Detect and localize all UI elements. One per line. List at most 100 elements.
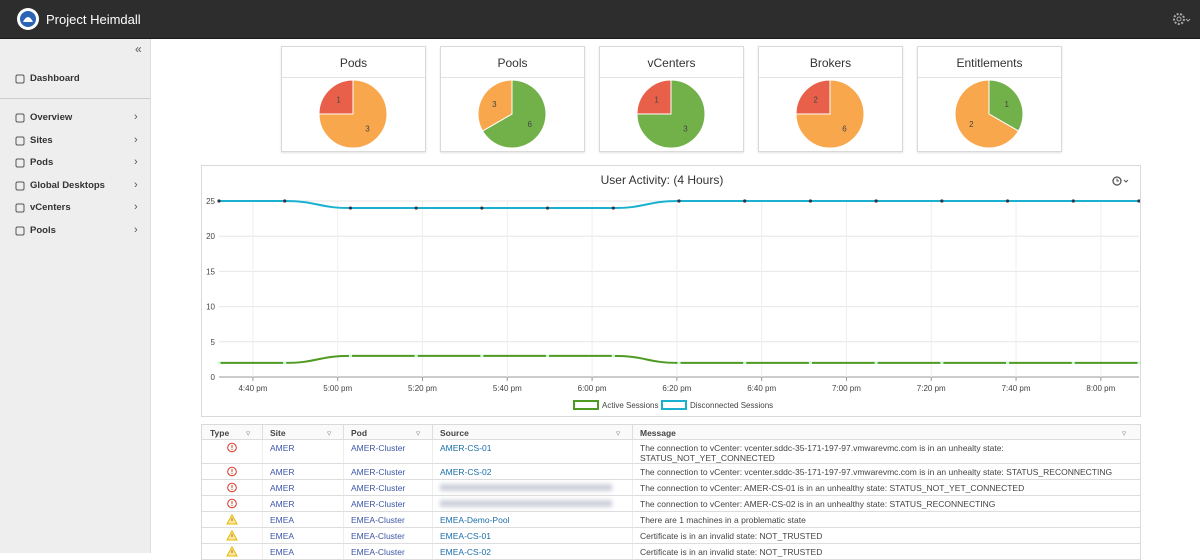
pie-chart: 63: [477, 79, 547, 149]
data-point: [611, 206, 615, 210]
x-tick-label: 7:40 pm: [1002, 384, 1031, 393]
alert-icon: [227, 498, 237, 509]
pod-cell[interactable]: EMEA-Cluster: [351, 547, 405, 557]
site-cell[interactable]: EMEA: [270, 531, 295, 541]
pod-cell[interactable]: AMER-Cluster: [351, 443, 406, 453]
data-point: [545, 206, 550, 210]
column-divider: [262, 512, 263, 527]
legend-swatch[interactable]: [573, 400, 599, 410]
expand-chevron[interactable]: ›: [134, 201, 138, 213]
site-cell[interactable]: AMER: [270, 483, 295, 493]
icon-shape: [227, 442, 237, 453]
settings-button[interactable]: [1172, 11, 1192, 27]
summary-card[interactable]: Entitlements 1 2: [917, 46, 1062, 152]
column-divider: [432, 512, 433, 527]
summary-card[interactable]: vCenters 3 1: [599, 46, 744, 152]
site-cell[interactable]: EMEA: [270, 515, 295, 525]
alert-icon: [227, 482, 237, 493]
data-point: [217, 361, 221, 365]
column-divider: [343, 440, 344, 463]
nav-item[interactable]: Pools: [30, 225, 56, 236]
source-cell[interactable]: EMEA-CS-02: [440, 547, 492, 557]
nav-item[interactable]: vCenters: [30, 202, 71, 213]
column-divider: [262, 464, 263, 479]
pie-chart: 62: [795, 79, 865, 149]
expand-chevron[interactable]: ›: [134, 134, 138, 146]
y-tick-label: 5: [211, 338, 216, 347]
y-tick-label: 15: [206, 267, 215, 276]
expand-chevron[interactable]: ›: [134, 111, 138, 123]
message-cell: The connection to vCenter: vcenter.sddc-…: [640, 443, 1004, 463]
nav-item[interactable]: Overview: [30, 112, 73, 123]
x-tick-label: 7:20 pm: [917, 384, 946, 393]
collapse-button[interactable]: «: [135, 42, 142, 56]
data-point: [283, 199, 287, 203]
source-cell[interactable]: EMEA-Demo-Pool: [440, 515, 510, 525]
data-point: [480, 354, 484, 358]
site-cell[interactable]: AMER: [270, 499, 295, 509]
expand-chevron[interactable]: ›: [134, 179, 138, 191]
expand-chevron[interactable]: ›: [134, 156, 138, 168]
time-range-button[interactable]: [1112, 176, 1129, 186]
nav-item[interactable]: Dashboard: [30, 73, 80, 84]
nav-item[interactable]: Pods: [30, 157, 54, 168]
expand-chevron[interactable]: ›: [134, 224, 138, 236]
column-header: Site: [270, 428, 286, 438]
alert-icon: [227, 442, 237, 453]
site-cell[interactable]: AMER: [270, 467, 295, 477]
column-header: Type: [210, 428, 230, 438]
summary-card[interactable]: Brokers 6 2: [758, 46, 903, 152]
table-row: EMEA EMEA-Cluster EMEA-CS-02 Certificate is…: [202, 544, 1140, 560]
site-cell[interactable]: AMER: [270, 443, 295, 453]
column-filter[interactable]: ▿: [1122, 428, 1127, 438]
activity-panel: User Activity: (4 Hours) 0 5 10 15 20 25 4:40 …: [201, 165, 1141, 417]
pod-cell[interactable]: EMEA-Cluster: [351, 515, 405, 525]
source-cell[interactable]: AMER-CS-02: [440, 467, 492, 477]
pod-cell[interactable]: AMER-Cluster: [351, 499, 406, 509]
slice-label: 3: [365, 124, 370, 133]
column-divider: [343, 528, 344, 543]
data-point: [677, 361, 681, 365]
pie-slice: [318, 79, 354, 115]
column-divider: [343, 496, 344, 511]
column-divider: [343, 480, 344, 495]
summary-card[interactable]: Pools 6 3: [440, 46, 585, 152]
summary-card[interactable]: Pods 3 1: [281, 46, 426, 152]
column-filter[interactable]: ▿: [246, 428, 251, 438]
data-point: [1071, 361, 1075, 365]
legend-swatch[interactable]: [661, 400, 687, 410]
x-tick-label: 5:00 pm: [323, 384, 352, 393]
column-filter[interactable]: ▿: [616, 428, 621, 438]
table-row: AMER AMER-Cluster The connection to vCente…: [202, 496, 1140, 512]
data-point: [940, 199, 944, 203]
data-point: [545, 354, 550, 358]
table-row: AMER AMER-Cluster The connection to vCente…: [202, 480, 1140, 496]
nav-item[interactable]: Sites: [30, 135, 53, 146]
source-cell[interactable]: EMEA-CS-01: [440, 531, 492, 541]
column-divider: [432, 440, 433, 463]
card-divider: [918, 77, 1061, 78]
column-divider: [632, 480, 633, 495]
pod-cell[interactable]: EMEA-Cluster: [351, 531, 405, 541]
pod-cell[interactable]: AMER-Cluster: [351, 483, 406, 493]
data-point: [217, 199, 221, 203]
nav-icon: [15, 226, 25, 236]
message-cell: There are 1 machines in a problematic st…: [640, 515, 806, 525]
column-filter[interactable]: ▿: [327, 428, 332, 438]
icon-shape: [227, 482, 237, 493]
column-filter[interactable]: ▿: [416, 428, 421, 438]
column-divider: [632, 544, 633, 559]
message-cell: Certificate is in an invalid state: NOT_…: [640, 531, 823, 541]
nav-icon: [15, 113, 25, 123]
icon-shape: [15, 226, 25, 236]
legend-label[interactable]: Active Sessions: [602, 401, 658, 410]
column-divider: [432, 464, 433, 479]
data-point: [743, 361, 747, 365]
alert-icon: [226, 546, 238, 557]
source-cell[interactable]: AMER-CS-01: [440, 443, 492, 453]
legend-label[interactable]: Disconnected Sessions: [690, 401, 773, 410]
card-divider: [441, 77, 584, 78]
site-cell[interactable]: EMEA: [270, 547, 295, 557]
nav-item[interactable]: Global Desktops: [30, 180, 105, 191]
pod-cell[interactable]: AMER-Cluster: [351, 467, 406, 477]
